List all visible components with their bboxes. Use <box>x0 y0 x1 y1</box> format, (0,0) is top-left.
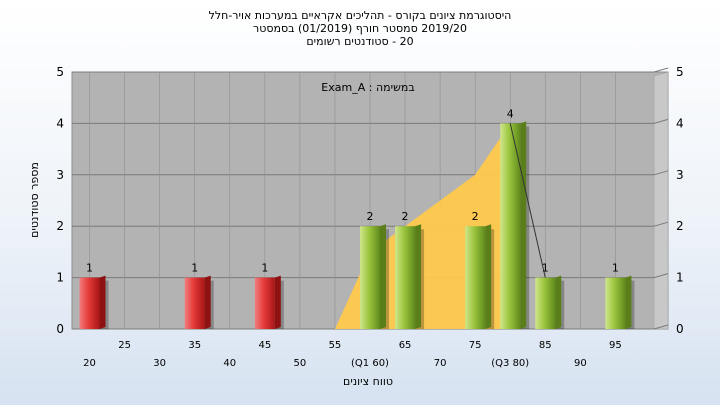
chart-title-block: היסטוגרמת ציונים בקורס - תהליכים אקראיים… <box>0 9 720 48</box>
x-tick-label: 65 <box>399 340 412 351</box>
bar-80 <box>500 123 521 330</box>
bar-value-label: 1 <box>86 262 93 275</box>
x-axis-title: טווח ציונים <box>343 375 393 388</box>
bar-value-label: 1 <box>612 262 619 275</box>
trend-line <box>509 123 546 278</box>
x-tick-label: 30 <box>153 358 166 369</box>
gridline-depth-3 <box>653 170 669 176</box>
bar-35 <box>184 277 205 329</box>
x-tick-label: 70 <box>434 358 447 369</box>
x-tick-label: 85 <box>539 340 552 351</box>
bar-value-label: 2 <box>402 210 409 223</box>
x-tick-label: 75 <box>469 340 482 351</box>
bar-value-label: 1 <box>261 262 268 275</box>
bar-95 <box>605 277 626 329</box>
x-tick-label: 95 <box>609 340 622 351</box>
bar-value-label: 2 <box>367 210 374 223</box>
x-tick-label: 50 <box>294 358 307 369</box>
bar-side-5 <box>485 224 492 329</box>
x-tick-label: (Q1 60) <box>351 358 389 369</box>
y-tick-label-right: 0 <box>676 322 684 336</box>
bar-side-0 <box>99 275 106 329</box>
y-tick-label-left: 2 <box>56 219 64 233</box>
chart-subtitle-students: 20 - סטודנטים רשומים <box>306 35 414 48</box>
bar-60 <box>360 226 380 329</box>
x-tick-label: 90 <box>574 358 587 369</box>
y-tick-label-right: 1 <box>676 271 684 285</box>
y-tick-label-right: 4 <box>676 116 684 130</box>
y-tick-label-left: 1 <box>56 271 64 285</box>
gridline-depth-1 <box>653 273 669 279</box>
x-tick-label: 45 <box>258 340 271 351</box>
x-tick-label: 40 <box>223 358 236 369</box>
bar-side-1 <box>204 275 211 329</box>
bar-85 <box>535 277 556 329</box>
y-tick-label-right: 2 <box>676 219 684 233</box>
x-tick-label: 55 <box>329 340 342 351</box>
bar-20 <box>79 277 100 329</box>
bar-side-8 <box>625 275 632 329</box>
bar-value-label: 4 <box>507 107 514 120</box>
gridline-depth-4 <box>653 118 669 124</box>
bar-side-3 <box>380 224 386 329</box>
bar-value-label: 2 <box>472 210 479 223</box>
plot-side-wall <box>653 71 669 330</box>
chart-annotation: במשימה : Exam_A <box>321 81 414 94</box>
gridline-depth-0 <box>653 324 669 330</box>
gridline-depth-5 <box>653 67 669 73</box>
chart-title: היסטוגרמת ציונים בקורס - תהליכים אקראיים… <box>208 9 512 22</box>
bar-value-label: 1 <box>191 262 198 275</box>
y-axis-title: מספר סטודנטים <box>28 162 41 238</box>
x-tick-label: 35 <box>188 340 201 351</box>
gridline-depth-2 <box>653 221 669 227</box>
x-tick-label: 25 <box>118 340 131 351</box>
chart-subtitle-semester: 2019/20 סמסטר חורף (01/2019) בסמסטר <box>253 22 467 35</box>
bar-75 <box>465 226 486 329</box>
x-tick-label: 20 <box>83 358 96 369</box>
y-tick-label-left: 3 <box>56 168 64 182</box>
bar-value-label: 1 <box>542 262 549 275</box>
bar-45 <box>254 277 275 329</box>
bar-side-4 <box>415 224 422 329</box>
y-tick-label-right: 3 <box>676 168 684 182</box>
y-tick-label-left: 0 <box>56 322 64 336</box>
x-tick-label: (Q3 80) <box>491 358 529 369</box>
bar-side-2 <box>274 275 281 329</box>
bar-side-7 <box>555 275 562 329</box>
y-tick-label-left: 4 <box>56 116 64 130</box>
y-tick-label-right: 5 <box>676 65 684 79</box>
y-tick-label-left: 5 <box>56 65 64 79</box>
bar-65 <box>395 226 416 329</box>
bar-side-6 <box>520 121 527 330</box>
